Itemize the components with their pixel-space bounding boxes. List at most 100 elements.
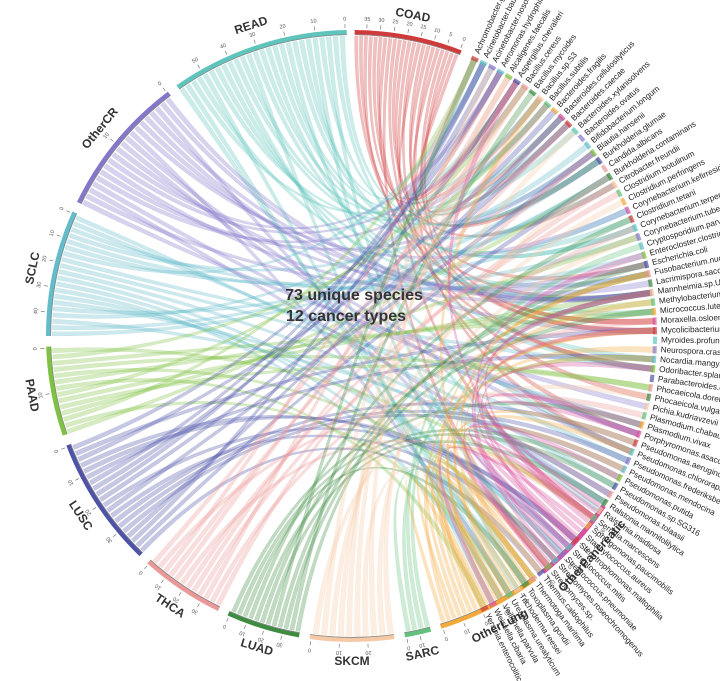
tick-label-read: 10: [310, 18, 317, 25]
species-arc: [652, 317, 657, 325]
tick-sclc: [56, 234, 61, 237]
tick-label-coad: 10: [433, 27, 441, 34]
tick-read: [283, 31, 285, 36]
species-arc: [550, 106, 559, 115]
tick-othercr: [110, 138, 114, 142]
tick-coad: [407, 29, 409, 34]
tick-label-coad: 35: [364, 17, 370, 23]
tick-sclc: [66, 210, 71, 213]
center-title-line1: 73 unique species: [285, 287, 423, 304]
species-arc: [624, 206, 632, 215]
tick-otherpancreatic: [594, 525, 599, 529]
tick-label-lusc: 10: [67, 478, 75, 486]
tick-thca: [160, 579, 164, 584]
tick-label-luad: 10: [239, 629, 247, 637]
tick-thca: [178, 592, 182, 596]
tick-lusc: [75, 478, 80, 481]
tick-label-luad: 0: [222, 622, 227, 629]
tick-label-otherpancreatic: 10: [566, 561, 575, 570]
tick-otherlung: [443, 629, 446, 634]
tick-label-coad: 30: [378, 18, 385, 25]
species-arc: [578, 529, 587, 538]
tick-luad: [280, 635, 282, 640]
tick-label-sclc: 30: [36, 281, 43, 288]
tick-paad: [45, 393, 50, 395]
tick-coad: [447, 39, 450, 44]
tick-label-lusc: 0: [54, 448, 61, 453]
tick-label-thca: 20: [172, 595, 180, 603]
species-label: Neurospora.crassa: [660, 345, 720, 357]
species-arc: [631, 223, 639, 233]
tick-label-otherpancreatic: 30: [597, 526, 605, 535]
species-arc: [521, 580, 530, 589]
species-arc: [624, 456, 632, 465]
tick-label-read: 40: [219, 43, 227, 51]
tick-read: [197, 64, 200, 69]
species-arc: [628, 214, 635, 224]
species-arc: [583, 141, 592, 150]
species-arc: [505, 591, 514, 599]
species-arc: [543, 100, 552, 109]
cancer-label-skcm: SKCM: [334, 654, 369, 668]
tick-sclc: [49, 259, 54, 262]
tick-otherlung: [463, 622, 466, 627]
species-arc: [584, 521, 593, 530]
species-arc: [645, 269, 652, 278]
sector-sarc: [404, 626, 432, 638]
tick-label-thca: 10: [154, 582, 163, 590]
tick-label-sclc: 20: [41, 255, 48, 262]
species-arc: [564, 119, 573, 129]
tick-label-othercr: 10: [102, 132, 111, 141]
species-arc: [651, 307, 657, 316]
species-arc: [616, 473, 624, 483]
tick-label-sclc: 0: [59, 206, 66, 211]
tick-label-skcm: 10: [336, 649, 342, 655]
tick-coad: [421, 31, 423, 36]
species-arc: [650, 298, 656, 306]
sector-baseline-sarc: [404, 626, 431, 634]
species-arc: [487, 63, 497, 71]
sector-paad: [46, 346, 68, 436]
species-arc: [635, 429, 642, 439]
tick-label-otherlung: 30: [503, 608, 511, 616]
tick-label-lusc: 30: [105, 535, 114, 544]
tick-label-otherlung: 10: [463, 627, 471, 635]
species-arc: [480, 605, 489, 612]
species-arc: [641, 251, 647, 260]
species-arc: [513, 586, 522, 594]
ribbon-layer: [51, 35, 656, 637]
species-arc: [577, 133, 586, 143]
species-arc: [611, 482, 619, 491]
tick-label-coad: 0: [461, 37, 466, 44]
tick-lusc: [92, 507, 97, 510]
tick-label-sarc: 0: [407, 644, 411, 650]
species-label: Moraxella.osloensis: [660, 313, 720, 326]
species-label: Myroides.profundi: [661, 336, 720, 346]
tick-label-read: 0: [343, 17, 346, 23]
tick-label-luad: 20: [257, 635, 265, 643]
species-arc: [606, 172, 614, 181]
species-arc: [558, 550, 567, 559]
tick-label-read: 20: [279, 24, 286, 31]
tick-otherpancreatic: [579, 542, 584, 546]
species-arc: [535, 94, 545, 103]
species-arc: [470, 55, 479, 63]
tick-coad: [393, 26, 396, 31]
tick-label-luad: 30: [276, 641, 283, 648]
species-arc: [479, 59, 488, 67]
tick-label-sclc: 10: [49, 230, 57, 238]
species-arc: [620, 465, 628, 474]
tick-sclc: [44, 285, 49, 287]
tick-luad: [262, 630, 264, 635]
species-arc: [615, 188, 623, 198]
tick-otherpancreatic: [546, 574, 550, 578]
cancer-label-lusc: LUSC: [66, 498, 96, 533]
species-arc: [635, 232, 642, 242]
species-arc: [551, 556, 560, 565]
tick-thca: [197, 603, 200, 608]
species-label: Micrococcus.luteus: [660, 301, 720, 316]
species-arc: [643, 260, 650, 269]
tick-label-paad: 0: [33, 347, 39, 350]
